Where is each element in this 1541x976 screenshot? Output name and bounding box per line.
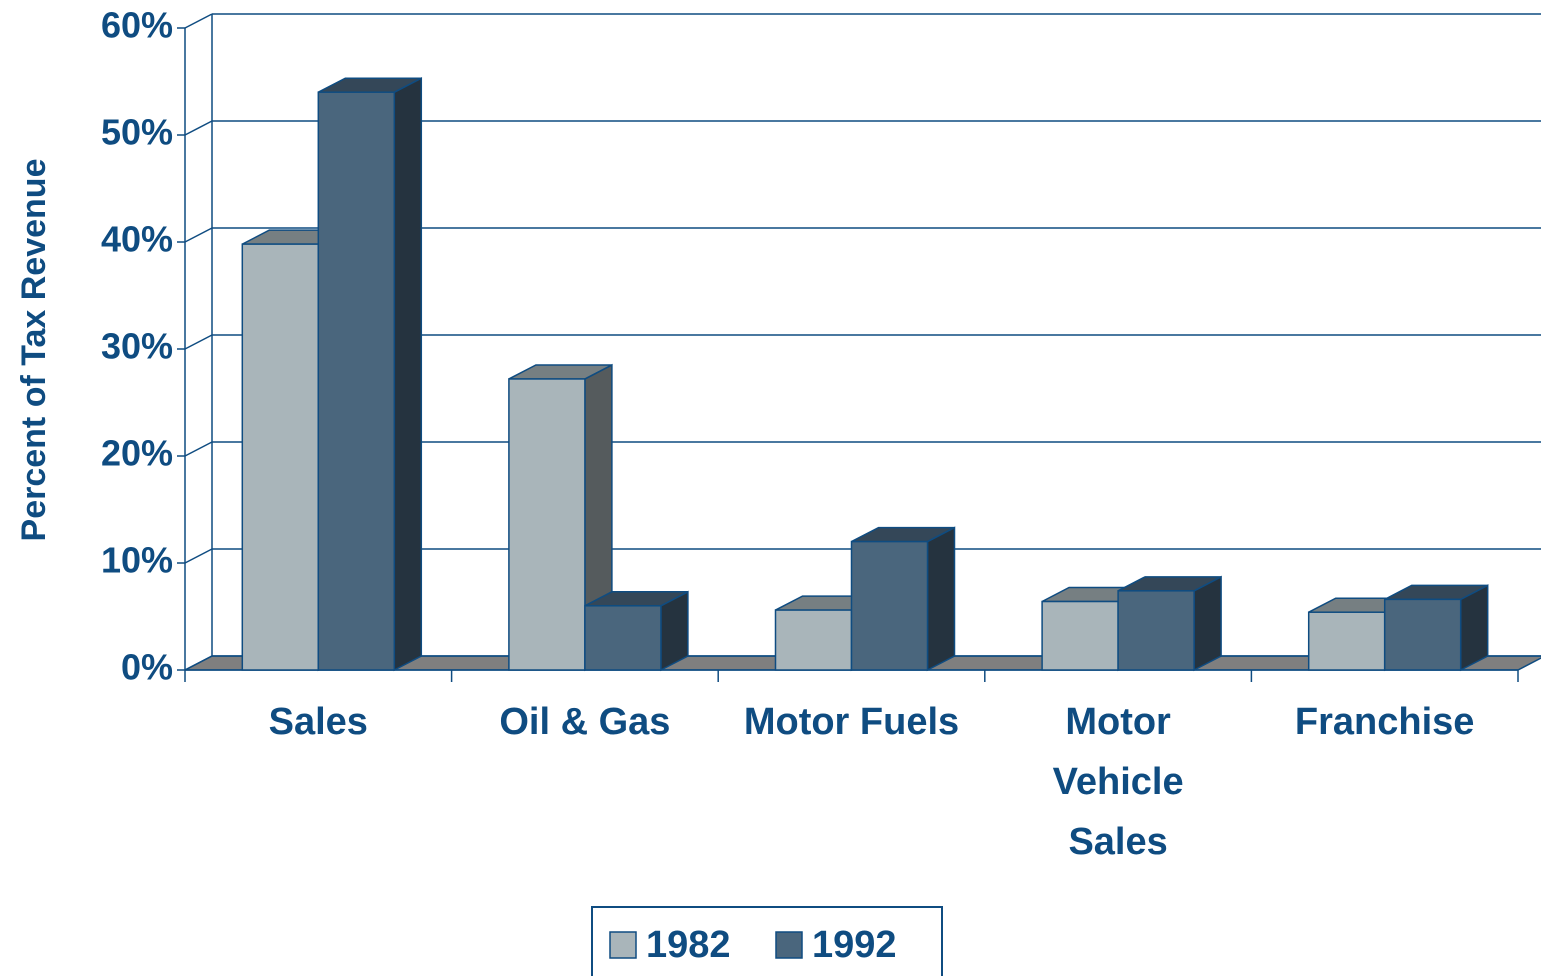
y-axis-title: Percent of Tax Revenue	[15, 159, 53, 542]
legend-box	[591, 906, 943, 976]
x-tick-label: Sales	[268, 701, 368, 743]
grid-line	[184, 655, 213, 671]
bar-side	[1193, 575, 1222, 672]
y-tick-label: 10%	[101, 540, 173, 581]
y-tick-label: 30%	[101, 326, 173, 367]
bar	[241, 243, 320, 671]
bar	[850, 540, 929, 671]
bar	[508, 378, 586, 671]
y-tick-label: 0%	[121, 647, 173, 688]
grid-line	[184, 441, 213, 457]
x-tick-label: Motor Vehicle Sales	[1052, 701, 1184, 863]
x-tick-label: Oil & Gas	[499, 701, 671, 743]
bar	[774, 609, 853, 671]
bar	[1307, 611, 1386, 671]
legend-swatch	[775, 931, 803, 959]
grid-line	[184, 227, 213, 243]
x-tick-label: Motor Fuels	[743, 701, 960, 743]
grid-line	[184, 548, 213, 564]
bar	[1041, 600, 1119, 671]
bar	[1117, 590, 1195, 671]
bar-side	[926, 526, 956, 672]
y-tick-label: 40%	[101, 219, 173, 260]
y-tick-label: 20%	[101, 433, 173, 474]
bar-side	[393, 76, 423, 672]
legend-label: 1992	[812, 924, 897, 966]
bar	[1383, 598, 1462, 671]
grid-line	[184, 334, 213, 350]
legend-label: 1982	[646, 924, 731, 966]
grid-line	[184, 120, 213, 136]
legend-swatch	[609, 931, 637, 959]
x-tick-label: Franchise	[1294, 701, 1475, 743]
y-tick-label: 50%	[101, 112, 173, 153]
grid-line	[184, 13, 213, 29]
y-tick-label: 60%	[101, 5, 173, 46]
bar	[317, 91, 396, 671]
bar	[584, 605, 662, 671]
